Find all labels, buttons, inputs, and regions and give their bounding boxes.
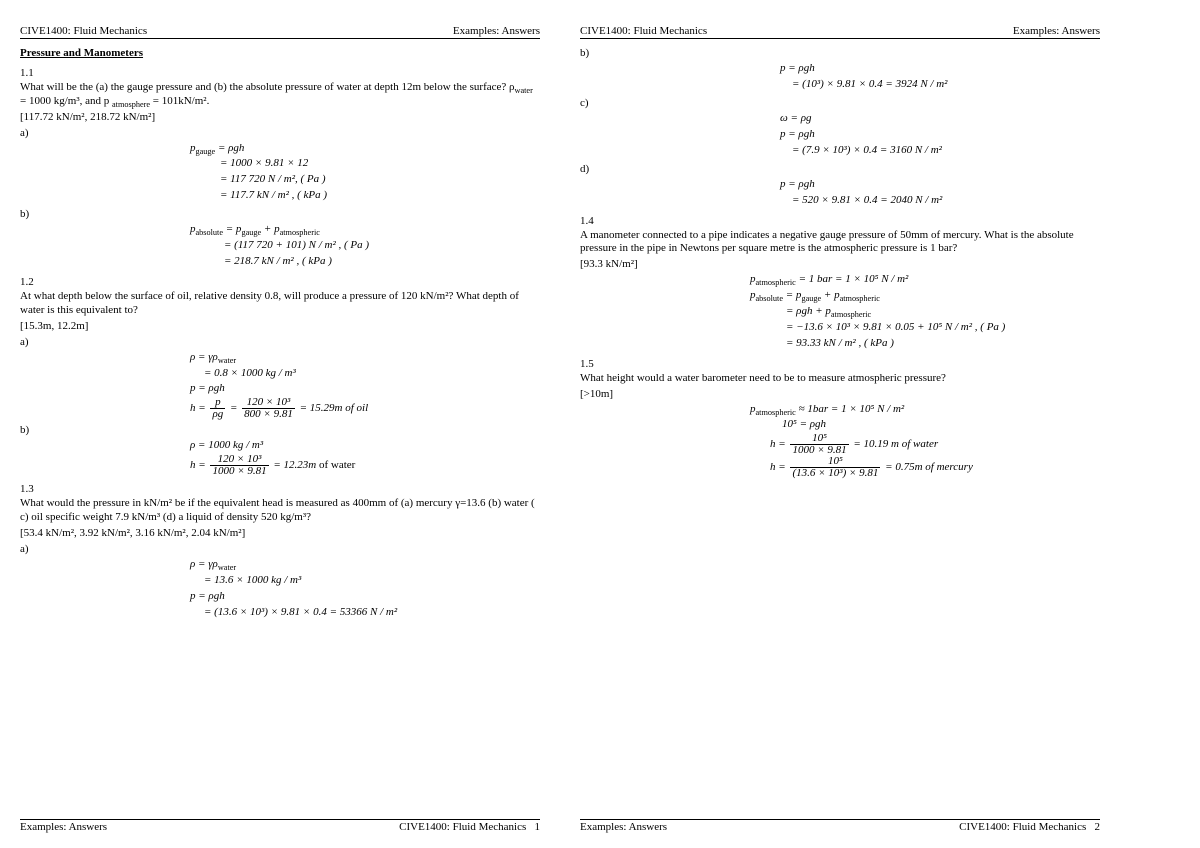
footer-right: CIVE1400: Fluid Mechanics <box>399 821 526 833</box>
footer-left: Examples: Answers <box>580 821 667 833</box>
q11a-eq: pgauge = ρgh = 1000 × 9.81 × 12 = 117 72… <box>190 141 540 205</box>
q15-answer: [>10m] <box>580 388 1100 400</box>
q12a-label: a) <box>20 336 540 348</box>
q15-eq: patmospheric ≈ 1bar = 1 × 10⁵ N / m² 10⁵… <box>750 402 1100 480</box>
q11-num: 1.1 <box>20 67 540 79</box>
q12b-label: b) <box>20 424 540 436</box>
page-footer: Examples: Answers CIVE1400: Fluid Mechan… <box>20 819 540 833</box>
footer-right: CIVE1400: Fluid Mechanics <box>959 821 1086 833</box>
q13d-label: d) <box>580 163 1100 175</box>
page-footer: Examples: Answers CIVE1400: Fluid Mechan… <box>580 819 1100 833</box>
q13-answer: [53.4 kN/m², 3.92 kN/m², 3.16 kN/m², 2.0… <box>20 527 540 539</box>
footer-left: Examples: Answers <box>20 821 107 833</box>
q13-num: 1.3 <box>20 483 540 495</box>
header-left: CIVE1400: Fluid Mechanics <box>20 25 147 37</box>
q11-answer: [117.72 kN/m², 218.72 kN/m²] <box>20 111 540 123</box>
q12-num: 1.2 <box>20 276 540 288</box>
q11-text: What will be the (a) the gauge pressure … <box>20 81 540 109</box>
q13-text: What would the pressure in kN/m² be if t… <box>20 497 540 525</box>
q15-num: 1.5 <box>580 358 1100 370</box>
q12b-eq: ρ = 1000 kg / m³ h = 120 × 10³1000 × 9.8… <box>190 438 540 477</box>
page-header: CIVE1400: Fluid Mechanics Examples: Answ… <box>20 25 540 39</box>
header-left: CIVE1400: Fluid Mechanics <box>580 25 707 37</box>
section-title: Pressure and Manometers <box>20 47 540 59</box>
q12a-eq: ρ = γρwater = 0.8 × 1000 kg / m³ p = ρgh… <box>190 350 540 421</box>
q13b-label: b) <box>580 47 1100 59</box>
page-2: CIVE1400: Fluid Mechanics Examples: Answ… <box>560 0 1120 848</box>
q11a-label: a) <box>20 127 540 139</box>
q13a-eq: ρ = γρwater = 13.6 × 1000 kg / m³ p = ρg… <box>190 557 540 621</box>
q15-text: What height would a water barometer need… <box>580 372 1100 386</box>
page-1: CIVE1400: Fluid Mechanics Examples: Answ… <box>0 0 560 848</box>
page-number: 1 <box>535 821 541 833</box>
q11b-eq: pabsolute = pgauge + patmospheric = (117… <box>190 222 540 270</box>
q14-answer: [93.3 kN/m²] <box>580 258 1100 270</box>
header-right: Examples: Answers <box>1013 25 1100 37</box>
q13a-label: a) <box>20 543 540 555</box>
header-right: Examples: Answers <box>453 25 540 37</box>
q14-text: A manometer connected to a pipe indicate… <box>580 229 1100 257</box>
q11b-label: b) <box>20 208 540 220</box>
q13c-label: c) <box>580 97 1100 109</box>
q12-answer: [15.3m, 12.2m] <box>20 320 540 332</box>
q13c-eq: ω = ρg p = ρgh = (7.9 × 10³) × 0.4 = 316… <box>780 111 1100 159</box>
q13b-eq: p = ρgh = (10³) × 9.81 × 0.4 = 3924 N / … <box>780 61 1100 93</box>
q12-text: At what depth below the surface of oil, … <box>20 290 540 318</box>
q14-eq: patmospheric = 1 bar = 1 × 10⁵ N / m² pa… <box>750 272 1100 352</box>
page-number: 2 <box>1095 821 1101 833</box>
page-header: CIVE1400: Fluid Mechanics Examples: Answ… <box>580 25 1100 39</box>
q13d-eq: p = ρgh = 520 × 9.81 × 0.4 = 2040 N / m² <box>780 177 1100 209</box>
q14-num: 1.4 <box>580 215 1100 227</box>
